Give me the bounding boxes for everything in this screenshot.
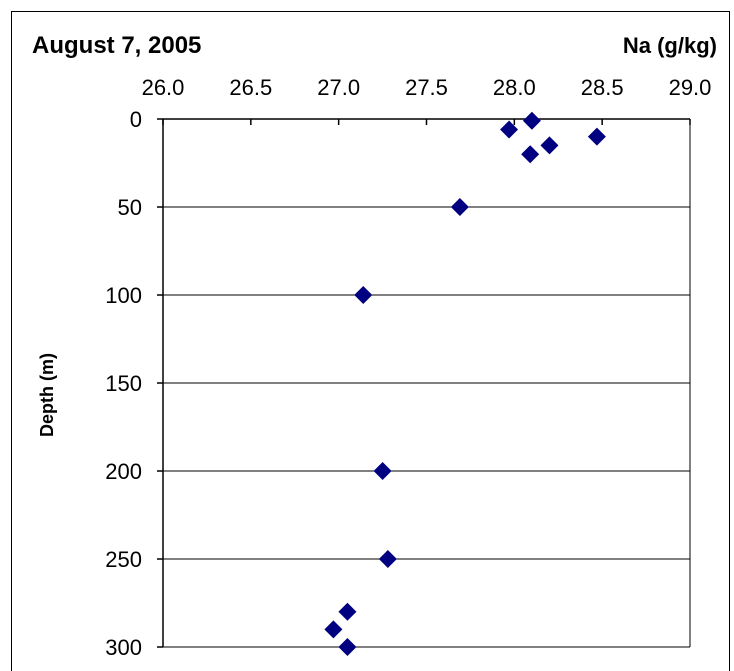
x-tick-label-28.0: 28.0 [493,75,536,100]
y-tick-label-0: 0 [130,107,142,132]
data-point-5 [450,198,469,216]
x-tick-label-27.0: 27.0 [317,75,360,100]
data-points [324,111,606,656]
data-point-1 [500,120,519,139]
y-tick-label-100: 100 [105,283,142,308]
x-tick-label-28.5: 28.5 [581,75,624,100]
data-point-10 [324,620,343,639]
data-point-7 [373,462,392,480]
x-tick-label-29.0: 29.0 [669,75,712,100]
chart-area-frame [11,11,730,671]
x-axis-label: Na (g/kg) [623,33,717,58]
data-point-11 [338,638,357,656]
chart-title: August 7, 2005 [32,32,201,59]
y-tick-label-200: 200 [105,459,142,484]
data-point-8 [378,550,397,568]
y-tick-label-150: 150 [105,371,142,396]
y-tick-label-300: 300 [105,635,142,660]
y-tick-label-250: 250 [105,547,142,572]
tick-labels: 0 50 100 150 200 250 300 26.0 26.5 27.0 27.5 28.0 28… [105,75,711,660]
data-point-9 [338,602,357,621]
data-point-4 [521,145,540,164]
data-point-0 [522,111,541,130]
axes [157,118,691,648]
data-point-6 [354,286,373,304]
x-tick-label-27.5: 27.5 [405,75,448,100]
gridlines [163,206,690,648]
x-tick-label-26.0: 26.0 [142,75,185,100]
data-point-2 [587,127,606,146]
y-tick-label-50: 50 [118,195,142,220]
x-tick-label-26.5: 26.5 [229,75,272,100]
data-point-3 [540,136,559,155]
y-axis-label: Depth (m) [37,353,57,437]
